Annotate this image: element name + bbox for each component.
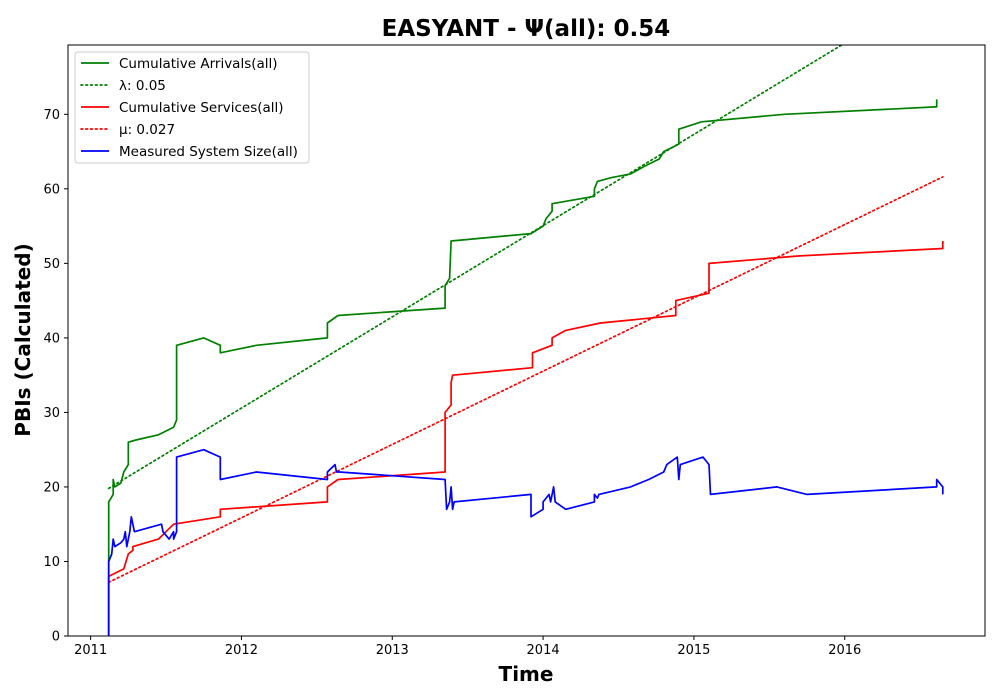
- y-tick-label: 40: [43, 331, 60, 346]
- series-line-3: [107, 241, 944, 636]
- legend-label-4: μ: 0.027: [119, 122, 175, 138]
- x-tick-label: 2011: [74, 643, 107, 658]
- legend-items: Cumulative Arrivals(all) λ: 0.05 Cumulativ…: [80, 56, 298, 160]
- y-tick-label: 0: [52, 630, 60, 645]
- legend-label-1: Cumulative Arrivals(all): [119, 56, 278, 72]
- legend-label-3: Cumulative Services(all): [119, 100, 284, 116]
- x-tick-label: 2016: [828, 643, 861, 658]
- legend-box: [74, 51, 310, 164]
- y-tick-label: 70: [43, 108, 60, 123]
- x-axis: 2011 2012 2013 2014 2015 2016: [74, 636, 861, 658]
- y-axis-label: PBIs (Calculated): [11, 243, 35, 436]
- y-tick-label: 10: [43, 555, 60, 570]
- y-axis: 0 10 20 30 40 50 60 70: [43, 108, 68, 645]
- plot-frame: [67, 44, 986, 637]
- series-line-2: [107, 45, 843, 490]
- x-tick-label: 2015: [677, 643, 710, 658]
- series-line-1: [107, 99, 938, 636]
- x-tick-label: 2013: [376, 643, 409, 658]
- series-layer: [107, 45, 944, 636]
- chart-title: EASYANT - Ψ(all): 0.54: [382, 16, 671, 42]
- legend-label-2: λ: 0.05: [119, 78, 166, 94]
- legend-label-5: Measured System Size(all): [119, 144, 298, 160]
- y-tick-label: 60: [43, 182, 60, 197]
- y-tick-label: 20: [43, 480, 60, 495]
- series-line-4: [107, 176, 944, 584]
- x-tick-label: 2014: [527, 643, 560, 658]
- y-tick-label: 30: [43, 406, 60, 421]
- x-axis-label: Time: [499, 662, 554, 686]
- y-tick-label: 50: [43, 257, 60, 272]
- series-line-5: [107, 448, 944, 636]
- legend: Cumulative Arrivals(all) λ: 0.05 Cumulativ…: [74, 51, 310, 164]
- x-tick-label: 2012: [225, 643, 258, 658]
